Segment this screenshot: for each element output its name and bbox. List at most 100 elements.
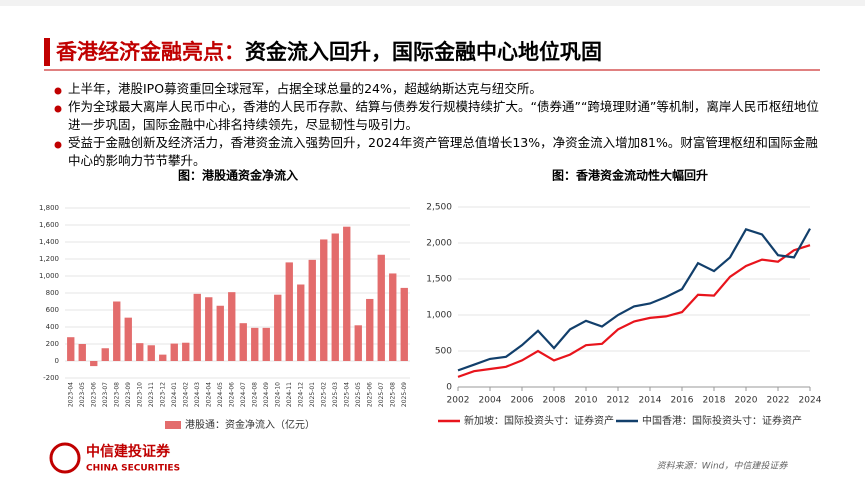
series-line	[457, 244, 811, 378]
y-tick-label: 2,000	[426, 239, 452, 249]
y-tick-label: -200	[43, 374, 59, 382]
x-tick-label: 2025-09	[401, 382, 408, 407]
logo-en: CHINA SECURITIES	[86, 464, 180, 474]
x-tick-label: 2025-01	[309, 382, 316, 407]
x-tick-label: 2012	[607, 396, 630, 406]
bar	[262, 327, 270, 361]
bar	[78, 344, 86, 361]
x-tick-label: 2023-09	[125, 382, 132, 407]
x-tick-label: 2024-03	[194, 382, 201, 407]
x-tick-label: 2024-02	[182, 382, 189, 407]
y-tick-label: 1,200	[39, 255, 59, 263]
bar	[343, 226, 351, 361]
bar	[354, 325, 362, 361]
y-tick-label: 0	[446, 383, 452, 393]
x-tick-label: 2024-05	[217, 382, 224, 407]
x-tick-label: 2008	[543, 396, 566, 406]
x-tick-label: 2024	[799, 396, 822, 406]
title-accent	[44, 38, 50, 66]
bar	[136, 343, 144, 361]
x-tick-label: 2024-12	[297, 382, 304, 407]
y-tick-label: 400	[46, 323, 59, 331]
x-tick-label: 2023-06	[90, 382, 97, 407]
y-tick-label: 1,500	[426, 275, 452, 285]
x-tick-label: 2016	[671, 396, 694, 406]
bar	[170, 343, 178, 361]
x-tick-label: 2006	[511, 396, 534, 406]
bar	[274, 294, 282, 361]
x-tick-label: 2010	[575, 396, 598, 406]
bullet: 受益于金融创新及经济活力，香港资金流入强势回升，2024年资产管理总值增长13%…	[68, 135, 818, 168]
y-tick-label: 1,000	[39, 272, 59, 280]
bar	[205, 297, 213, 361]
x-tick-label: 2014	[639, 396, 662, 406]
y-tick-label: 600	[46, 306, 59, 314]
x-tick-label: 2020	[735, 396, 758, 406]
x-tick-label: 2024-04	[205, 382, 212, 407]
y-tick-label: 2,500	[426, 203, 452, 213]
bar	[389, 273, 397, 361]
bullet-dot	[54, 105, 62, 113]
x-tick-label: 2018	[703, 396, 726, 406]
x-tick-label: 2024-11	[286, 382, 293, 407]
bar	[400, 287, 408, 361]
legend-label: 中国香港：国际投资头寸：证券资产	[642, 414, 802, 427]
bar	[285, 262, 293, 361]
x-tick-label: 2024-08	[251, 382, 258, 407]
bar	[308, 259, 316, 361]
source: 资料来源：Wind，中信建投证券	[657, 461, 789, 472]
y-tick-label: 0	[55, 357, 59, 365]
y-tick-label: 1,600	[39, 221, 59, 229]
bar	[320, 239, 328, 361]
y-tick-label: 1,800	[39, 204, 59, 212]
x-tick-label: 2023-11	[148, 382, 155, 407]
bullet: 上半年，港股IPO募资重回全球冠军，占据全球总量的24%，超越纳斯达克与纽交所。	[68, 81, 542, 96]
title-main: 资金流入回升，国际金融中心地位巩固	[245, 40, 602, 64]
bar	[228, 292, 236, 361]
logo: 中信建投证券 CHINA SECURITIES	[49, 442, 180, 474]
bar	[366, 298, 374, 361]
bar	[297, 284, 305, 361]
x-tick-label: 2002	[447, 396, 470, 406]
bar	[147, 345, 155, 361]
x-tick-label: 2023-08	[113, 382, 120, 407]
bar	[90, 361, 98, 367]
legend-swatch	[165, 421, 181, 429]
y-tick-label: 1,000	[426, 311, 452, 321]
bar	[216, 305, 224, 361]
bullet-dot	[54, 87, 62, 95]
bar	[182, 342, 190, 361]
bar	[377, 254, 385, 361]
bullet: 作为全球最大离岸人民币中心，香港的人民币存款、结算与债券发行规模持续扩大。“债券…	[68, 99, 819, 132]
x-tick-label: 2024-01	[171, 382, 178, 407]
title-highlight: 香港经济金融亮点：	[56, 40, 245, 64]
series-line	[457, 227, 811, 372]
legend-label: 港股通：资金净流入（亿元）	[185, 418, 315, 431]
bar	[159, 354, 167, 361]
bar	[193, 293, 201, 361]
x-tick-label: 2025-04	[343, 382, 350, 407]
chart-title: 图：港股通资金净流入	[178, 168, 298, 183]
x-tick-label: 2025-08	[389, 382, 396, 407]
y-tick-label: 800	[46, 289, 59, 297]
x-tick-label: 2023-05	[79, 382, 86, 407]
bar	[331, 233, 339, 361]
y-tick-label: 200	[46, 340, 59, 348]
x-tick-label: 2025-02	[320, 382, 327, 407]
y-tick-label: 1,400	[39, 238, 59, 246]
y-tick-label: 500	[435, 347, 452, 357]
bar	[113, 301, 121, 361]
bar	[251, 327, 259, 361]
x-tick-label: 2024-06	[228, 382, 235, 407]
top-band	[0, 0, 865, 6]
x-tick-label: 2024-10	[274, 382, 281, 407]
x-tick-label: 2023-07	[102, 382, 109, 407]
bar	[239, 323, 247, 361]
x-tick-label: 2004	[479, 396, 502, 406]
bullet-dot	[54, 141, 62, 149]
x-tick-label: 2025-07	[378, 382, 385, 407]
logo-mark	[49, 442, 81, 474]
x-tick-label: 2023-04	[67, 382, 74, 407]
